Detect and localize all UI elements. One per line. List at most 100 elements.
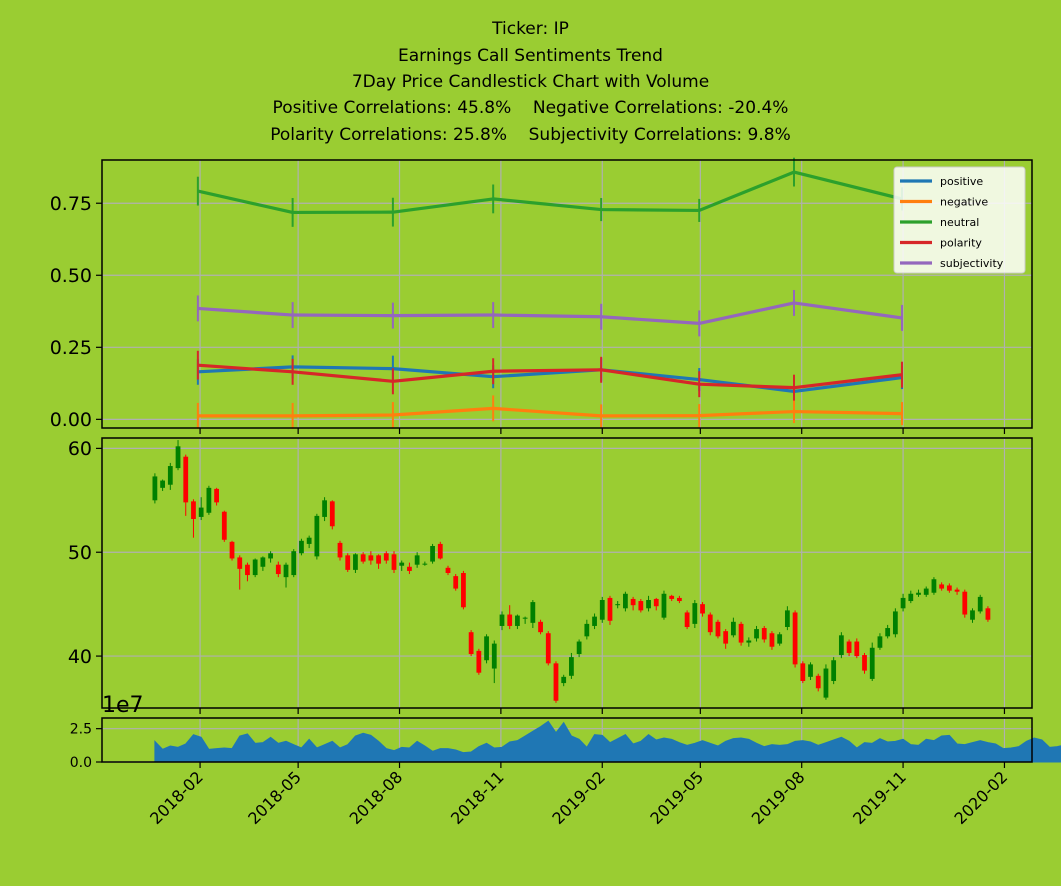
candle-down	[360, 554, 366, 562]
title-line-4: Positive Correlations: 45.8% Negative Co…	[0, 98, 1061, 118]
candle-down	[337, 542, 343, 558]
candle-down	[368, 555, 374, 561]
series-line-positive	[197, 365, 903, 394]
legend-label-neutral: neutral	[940, 216, 979, 229]
legend-box	[893, 166, 1026, 274]
candle-down	[275, 564, 281, 575]
candle-up	[599, 600, 605, 620]
candle-up	[522, 617, 528, 619]
candle-down	[985, 608, 991, 620]
title-ticker: Ticker: IP	[492, 19, 569, 39]
candle-down	[962, 591, 968, 615]
candle-down	[221, 511, 227, 540]
candle-down	[345, 555, 351, 570]
candle-down	[761, 628, 767, 640]
candle-up	[823, 668, 829, 698]
price-panel-grid	[102, 438, 1032, 708]
candle-up	[499, 614, 505, 626]
candle-down	[507, 614, 513, 626]
legend-label-positive: positive	[940, 175, 983, 188]
candlestick-series	[152, 440, 991, 703]
candle-up	[923, 588, 929, 595]
candle-down	[769, 633, 775, 647]
x-tick-label: 2020-02	[951, 767, 1012, 828]
subjectivity-correlation: Subjectivity Correlations: 9.8%	[528, 125, 791, 145]
candle-up	[970, 610, 975, 620]
candle-down	[854, 641, 860, 657]
candle-down	[954, 589, 960, 592]
candle-up	[576, 641, 582, 654]
candle-down	[815, 675, 821, 689]
candle-up	[692, 603, 698, 624]
candle-up	[299, 540, 304, 554]
candle-down	[476, 650, 482, 673]
candle-up	[175, 446, 181, 469]
candle-down	[245, 564, 250, 576]
candle-up	[877, 636, 883, 648]
y-tick-label: 0.50	[50, 265, 92, 287]
candle-up	[869, 647, 875, 679]
y-tick-label: 0.00	[50, 409, 92, 431]
candle-down	[191, 501, 196, 519]
candle-down	[669, 595, 675, 599]
y-tick-label: 50	[68, 542, 92, 564]
y-tick-label: 0.0	[70, 755, 92, 771]
candle-down	[630, 598, 636, 606]
positive-correlation: Positive Correlations: 45.8%	[272, 98, 512, 118]
candle-up	[167, 466, 173, 485]
y-tick-label: 0.25	[50, 337, 92, 359]
candle-up	[754, 629, 759, 639]
candle-down	[376, 555, 381, 564]
x-tick-label: 2019-11	[849, 767, 910, 828]
candle-down	[553, 663, 559, 701]
x-tick-label: 2018-11	[447, 767, 508, 828]
candle-down	[237, 557, 243, 569]
candle-up	[746, 640, 752, 643]
candle-up	[615, 604, 621, 606]
sentiment-panel-frame	[101, 159, 1033, 429]
y-tick-label: 2.5	[70, 722, 92, 738]
volume-area	[154, 720, 1061, 763]
candle-up	[908, 593, 914, 602]
candle-up	[584, 623, 590, 637]
series-line-negative	[197, 406, 903, 418]
candle-down	[407, 566, 412, 571]
candle-down	[862, 655, 867, 671]
candle-up	[206, 487, 212, 513]
candle-down	[383, 553, 389, 561]
candle-up	[592, 616, 597, 626]
candle-up	[353, 554, 358, 570]
candle-down	[707, 614, 713, 633]
x-tick-label: 2019-05	[646, 767, 707, 828]
candle-up	[838, 635, 844, 656]
candle-down	[738, 623, 744, 643]
x-tick-label: 2019-02	[548, 767, 609, 828]
title-line-5: Polarity Correlations: 25.8% Subjectivit…	[0, 125, 1061, 145]
candle-up	[430, 546, 435, 562]
candle-down	[329, 501, 335, 527]
legend-label-polarity: polarity	[940, 237, 982, 250]
candle-down	[846, 641, 852, 653]
candle-down	[545, 633, 551, 664]
candle-up	[623, 593, 628, 609]
candle-up	[892, 611, 898, 635]
candle-down	[445, 567, 451, 573]
candle-up	[661, 593, 667, 618]
candle-up	[414, 555, 420, 565]
candle-up	[260, 557, 266, 567]
legend-label-negative: negative	[940, 196, 988, 209]
candle-up	[808, 664, 813, 677]
candle-up	[569, 657, 574, 676]
candle-up	[268, 553, 273, 559]
candle-up	[291, 551, 297, 576]
candle-down	[638, 601, 644, 611]
title-line-2: Earnings Call Sentiments Trend	[398, 46, 663, 66]
candle-down	[723, 631, 729, 644]
candle-up	[885, 628, 891, 637]
candle-up	[484, 636, 489, 661]
candle-down	[946, 585, 952, 591]
candle-down	[183, 456, 189, 503]
x-tick-label: 2018-08	[346, 767, 407, 828]
candle-down	[229, 541, 235, 559]
